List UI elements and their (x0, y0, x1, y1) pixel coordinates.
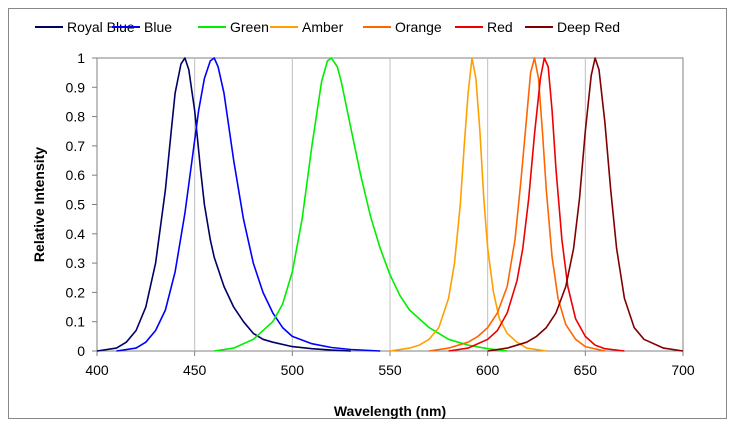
y-tick-labels: 0 0.1 0.2 0.3 0.4 0.5 0.6 0.7 0.8 0.9 1 (66, 50, 86, 359)
legend-item: Orange (363, 19, 442, 35)
legend-item: Royal Blue (35, 19, 135, 35)
x-tick-labels: 400 450 500 550 600 650 700 (85, 362, 695, 378)
legend-item: Deep Red (525, 19, 620, 35)
legend-label: Green (230, 19, 269, 35)
legend-item: Green (198, 19, 269, 35)
legend-label: Blue (144, 19, 172, 35)
series-line-blue (116, 57, 381, 352)
legend-item: Amber (270, 19, 344, 35)
x-tick-label: 650 (574, 362, 598, 378)
series-line-orange (428, 57, 606, 352)
y-tick-label: 0.4 (66, 226, 86, 242)
series-line-amber (389, 57, 547, 352)
legend-item: Red (455, 19, 513, 35)
series-line-royal-blue (96, 57, 351, 352)
y-tick-label: 1 (77, 50, 85, 66)
x-tick-label: 550 (378, 362, 402, 378)
y-tick-label: 0.9 (66, 79, 86, 95)
legend-item: Blue (112, 19, 172, 35)
y-tick-label: 0 (77, 343, 85, 359)
series-lines (96, 57, 684, 352)
legend-label: Red (487, 19, 513, 35)
x-axis-title: Wavelength (nm) (334, 403, 446, 419)
series-line-red (448, 57, 625, 352)
legend-label: Amber (302, 19, 344, 35)
x-tick-label: 450 (183, 362, 207, 378)
x-tick-label: 700 (671, 362, 695, 378)
y-tick-label: 0.5 (66, 197, 86, 213)
y-tick-label: 0.6 (66, 167, 86, 183)
y-tick-label: 0.2 (66, 284, 86, 300)
legend-label: Orange (395, 19, 442, 35)
legend-label: Royal Blue (67, 19, 135, 35)
legend-label: Deep Red (557, 19, 620, 35)
y-tick-label: 0.8 (66, 109, 86, 125)
series-line-deep-red (487, 57, 684, 352)
x-tick-label: 500 (281, 362, 305, 378)
y-tick-label: 0.7 (66, 138, 86, 154)
x-tick-label: 600 (476, 362, 500, 378)
x-tick-label: 400 (85, 362, 109, 378)
y-axis-title: Relative Intensity (31, 147, 47, 262)
legend: Royal Blue Blue Green Amber Orange Red Deep Re… (35, 19, 620, 35)
series-line-green (214, 57, 508, 352)
y-tick-label: 0.1 (66, 314, 86, 330)
y-tick-label: 0.3 (66, 255, 86, 271)
